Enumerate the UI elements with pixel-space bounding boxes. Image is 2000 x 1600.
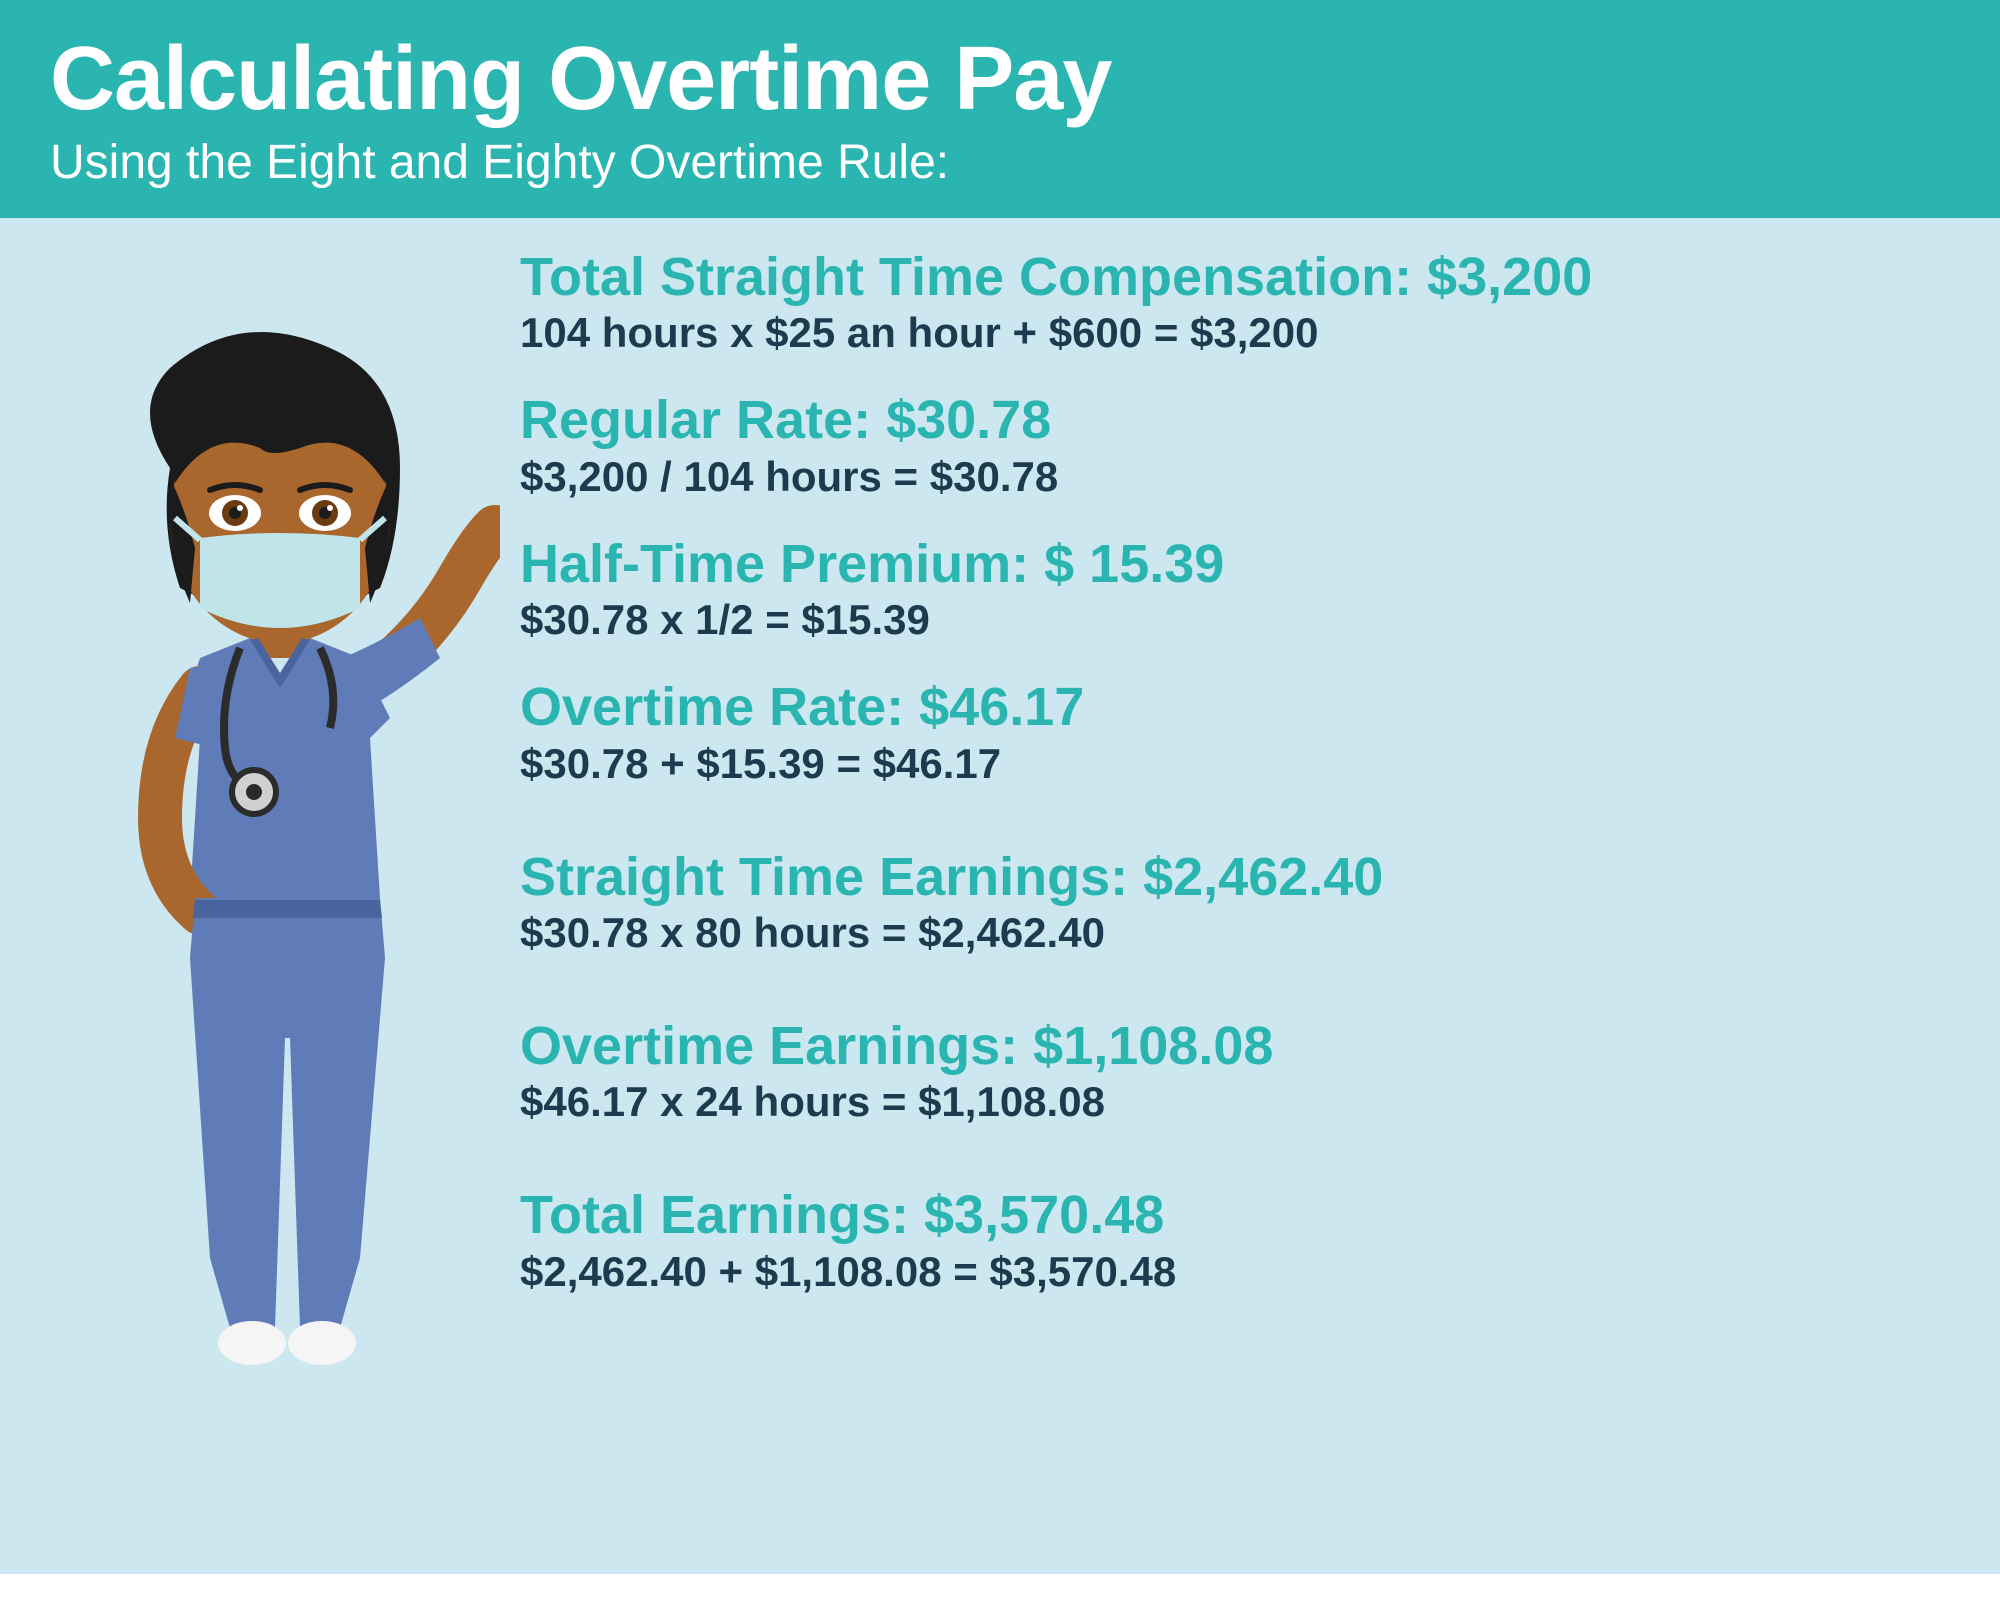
illustration-column	[0, 218, 520, 1574]
calc-item: Straight Time Earnings: $2,462.40 $30.78…	[520, 848, 1980, 957]
nurse-illustration	[40, 318, 500, 1423]
calc-formula: 104 hours x $25 an hour + $600 = $3,200	[520, 309, 1980, 357]
calc-formula: $46.17 x 24 hours = $1,108.08	[520, 1078, 1980, 1126]
calc-formula: $3,200 / 104 hours = $30.78	[520, 453, 1980, 501]
calc-formula: $30.78 x 80 hours = $2,462.40	[520, 909, 1980, 957]
page-title: Calculating Overtime Pay	[50, 28, 1950, 131]
page-subtitle: Using the Eight and Eighty Overtime Rule…	[50, 135, 1950, 190]
calc-heading: Overtime Earnings: $1,108.08	[520, 1017, 1980, 1076]
calc-heading: Half-Time Premium: $ 15.39	[520, 535, 1980, 594]
calc-item: Regular Rate: $30.78 $3,200 / 104 hours …	[520, 391, 1980, 500]
calculations-column: Total Straight Time Compensation: $3,200…	[520, 218, 2000, 1574]
calc-item: Overtime Rate: $46.17 $30.78 + $15.39 = …	[520, 678, 1980, 787]
content-area: Total Straight Time Compensation: $3,200…	[0, 218, 2000, 1574]
calc-formula: $2,462.40 + $1,108.08 = $3,570.48	[520, 1248, 1980, 1296]
calc-heading: Regular Rate: $30.78	[520, 391, 1980, 450]
calc-heading: Total Straight Time Compensation: $3,200	[520, 248, 1980, 307]
calc-formula: $30.78 + $15.39 = $46.17	[520, 740, 1980, 788]
calc-formula: $30.78 x 1/2 = $15.39	[520, 596, 1980, 644]
calc-heading: Total Earnings: $3,570.48	[520, 1186, 1980, 1245]
calc-heading: Straight Time Earnings: $2,462.40	[520, 848, 1980, 907]
calc-item: Total Straight Time Compensation: $3,200…	[520, 248, 1980, 357]
calc-item: Half-Time Premium: $ 15.39 $30.78 x 1/2 …	[520, 535, 1980, 644]
calc-item: Overtime Earnings: $1,108.08 $46.17 x 24…	[520, 1017, 1980, 1126]
header: Calculating Overtime Pay Using the Eight…	[0, 0, 2000, 218]
calc-item: Total Earnings: $3,570.48 $2,462.40 + $1…	[520, 1186, 1980, 1295]
calc-heading: Overtime Rate: $46.17	[520, 678, 1980, 737]
